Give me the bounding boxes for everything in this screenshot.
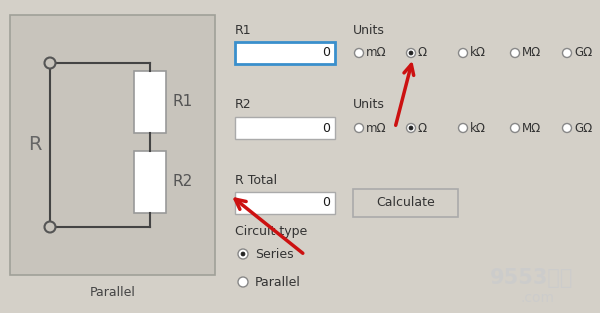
Text: Series: Series — [255, 248, 293, 260]
Circle shape — [409, 126, 413, 130]
Circle shape — [238, 249, 248, 259]
Circle shape — [241, 252, 245, 256]
Bar — [134, 151, 166, 213]
Text: 0: 0 — [322, 47, 330, 59]
Text: Parallel: Parallel — [89, 286, 136, 300]
Bar — [235, 117, 335, 139]
Circle shape — [238, 277, 248, 287]
Text: GΩ: GΩ — [574, 121, 592, 135]
Circle shape — [511, 124, 520, 132]
Circle shape — [563, 49, 571, 58]
Circle shape — [563, 124, 571, 132]
Text: 0: 0 — [322, 121, 330, 135]
Bar — [353, 189, 458, 217]
Text: Ω: Ω — [418, 47, 427, 59]
Text: kΩ: kΩ — [470, 121, 486, 135]
Bar — [235, 42, 335, 64]
Text: R Total: R Total — [235, 173, 277, 187]
Circle shape — [407, 124, 415, 132]
Text: Units: Units — [353, 99, 385, 111]
Text: 0: 0 — [322, 197, 330, 209]
Text: R2: R2 — [172, 175, 192, 189]
Text: R: R — [28, 136, 41, 155]
Circle shape — [458, 124, 467, 132]
Text: 9553下载: 9553下载 — [490, 268, 574, 288]
Circle shape — [44, 58, 56, 69]
Text: R1: R1 — [172, 95, 192, 110]
Bar — [10, 15, 215, 275]
Text: Parallel: Parallel — [255, 275, 301, 289]
Text: Calculate: Calculate — [376, 197, 435, 209]
Circle shape — [355, 124, 364, 132]
Text: kΩ: kΩ — [470, 47, 486, 59]
Text: mΩ: mΩ — [366, 47, 386, 59]
Text: Circuit type: Circuit type — [235, 225, 307, 239]
Text: GΩ: GΩ — [574, 47, 592, 59]
Circle shape — [409, 51, 413, 55]
Text: R2: R2 — [235, 99, 251, 111]
Circle shape — [458, 49, 467, 58]
Bar — [235, 192, 335, 214]
Text: MΩ: MΩ — [522, 47, 541, 59]
Text: .com: .com — [520, 291, 554, 305]
Text: MΩ: MΩ — [522, 121, 541, 135]
Text: Units: Units — [353, 23, 385, 37]
Circle shape — [355, 49, 364, 58]
Text: R1: R1 — [235, 23, 251, 37]
Circle shape — [407, 49, 415, 58]
Text: mΩ: mΩ — [366, 121, 386, 135]
Bar — [134, 71, 166, 133]
Circle shape — [44, 222, 56, 233]
Text: Ω: Ω — [418, 121, 427, 135]
Circle shape — [511, 49, 520, 58]
